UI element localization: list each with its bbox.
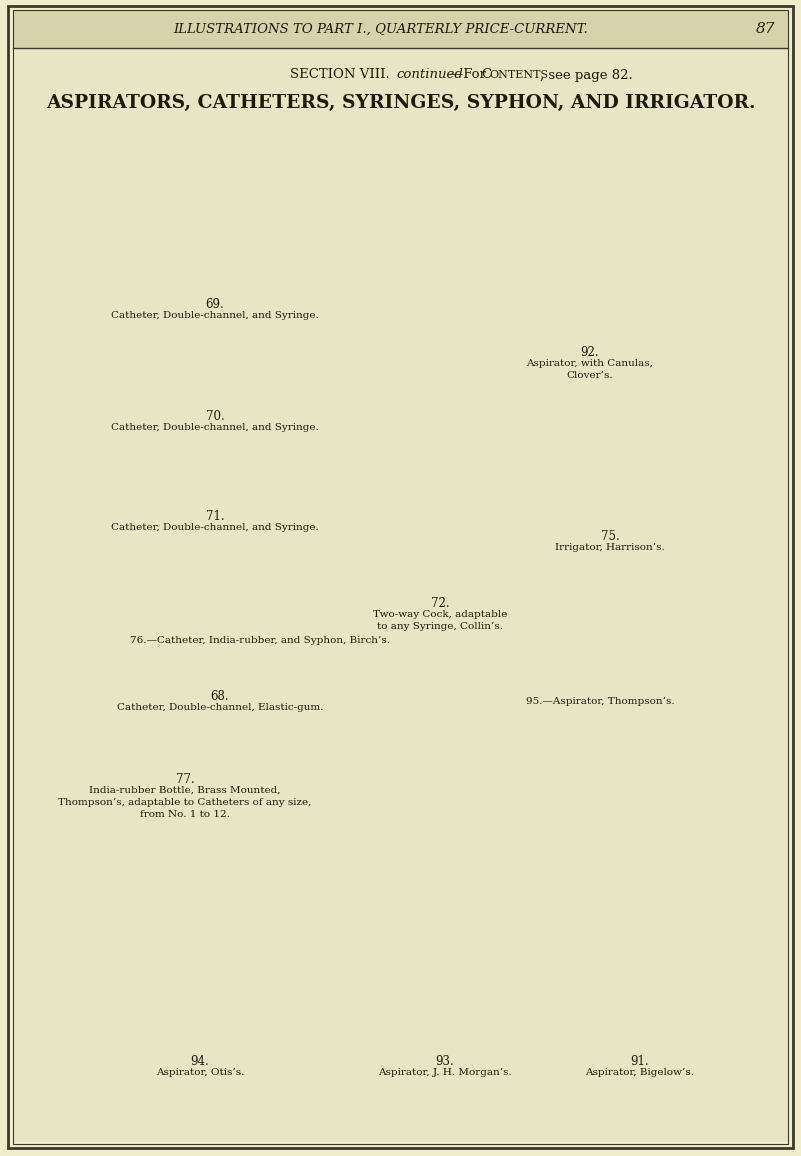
Text: Catheter, Double-channel, and Syringe.: Catheter, Double-channel, and Syringe. xyxy=(111,523,319,532)
Text: C: C xyxy=(481,68,491,82)
Text: Aspirator, with Canulas,: Aspirator, with Canulas, xyxy=(526,360,654,368)
Text: Catheter, Double-channel, and Syringe.: Catheter, Double-channel, and Syringe. xyxy=(111,423,319,432)
Text: 69.: 69. xyxy=(206,298,224,311)
Text: 87: 87 xyxy=(755,22,775,36)
Text: Aspirator, J. H. Morgan’s.: Aspirator, J. H. Morgan’s. xyxy=(378,1068,512,1077)
Text: 68.: 68. xyxy=(211,690,229,703)
Text: Aspirator, Bigelow’s.: Aspirator, Bigelow’s. xyxy=(586,1068,694,1077)
Text: Thompson’s, adaptable to Catheters of any size,: Thompson’s, adaptable to Catheters of an… xyxy=(58,798,312,807)
Text: 92.: 92. xyxy=(581,346,599,360)
Text: 76.—Catheter, India-rubber, and Syphon, Birch’s.: 76.—Catheter, India-rubber, and Syphon, … xyxy=(130,636,390,645)
Text: 71.: 71. xyxy=(206,510,224,523)
Text: 94.: 94. xyxy=(191,1055,209,1068)
Text: to any Syringe, Collin’s.: to any Syringe, Collin’s. xyxy=(377,622,503,631)
Text: 72.: 72. xyxy=(431,596,449,610)
Text: , see page 82.: , see page 82. xyxy=(540,68,633,82)
Text: 93.: 93. xyxy=(436,1055,454,1068)
Text: 91.: 91. xyxy=(630,1055,650,1068)
Text: 70.: 70. xyxy=(206,410,224,423)
Text: 77.: 77. xyxy=(175,773,195,786)
Text: Aspirator, Otis’s.: Aspirator, Otis’s. xyxy=(156,1068,244,1077)
Text: 95.—Aspirator, Thompson’s.: 95.—Aspirator, Thompson’s. xyxy=(525,697,674,706)
Text: Irrigator, Harrison’s.: Irrigator, Harrison’s. xyxy=(555,543,665,553)
Text: ONTENTS: ONTENTS xyxy=(489,71,548,80)
Text: India-rubber Bottle, Brass Mounted,: India-rubber Bottle, Brass Mounted, xyxy=(89,786,280,795)
Bar xyxy=(13,10,788,49)
Text: ILLUSTRATIONS TO PART I., QUARTERLY PRICE-CURRENT.: ILLUSTRATIONS TO PART I., QUARTERLY PRIC… xyxy=(173,22,588,36)
Text: ASPIRATORS, CATHETERS, SYRINGES, SYPHON, AND IRRIGATOR.: ASPIRATORS, CATHETERS, SYRINGES, SYPHON,… xyxy=(46,94,755,112)
Text: Clover’s.: Clover’s. xyxy=(566,371,614,380)
Text: SECTION VIII.: SECTION VIII. xyxy=(290,68,396,82)
Text: from No. 1 to 12.: from No. 1 to 12. xyxy=(140,810,230,818)
Text: —For: —For xyxy=(450,68,493,82)
Text: 75.: 75. xyxy=(601,529,619,543)
Text: Catheter, Double-channel, and Syringe.: Catheter, Double-channel, and Syringe. xyxy=(111,311,319,320)
Text: Two-way Cock, adaptable: Two-way Cock, adaptable xyxy=(372,610,507,618)
Text: Catheter, Double-channel, Elastic-gum.: Catheter, Double-channel, Elastic-gum. xyxy=(117,703,323,712)
Text: continued: continued xyxy=(396,68,463,82)
